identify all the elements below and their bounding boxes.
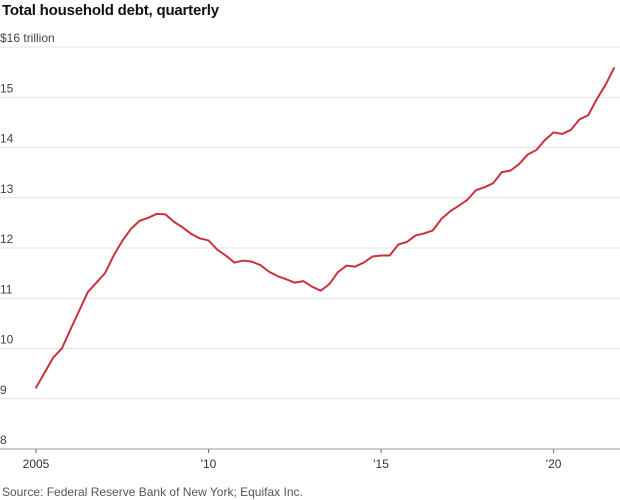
y-tick-label-14: 14 [0, 132, 14, 146]
y-tick-label-15: 15 [0, 81, 14, 95]
x-tick-label-2015: '15 [373, 457, 389, 471]
chart-title: Total household debt, quarterly [2, 2, 219, 19]
gridlines [0, 46, 620, 400]
x-tick-label-2020: '20 [546, 457, 562, 471]
household-debt-line-chart: 8 9 10 11 12 13 14 15 $16 trillion 2005 '10 '15 '20 [0, 31, 620, 471]
y-axis-labels: 8 9 10 11 12 13 14 15 $16 trillion [0, 31, 55, 447]
y-tick-label-8: 8 [0, 433, 7, 447]
y-tick-label-12: 12 [0, 232, 14, 246]
x-tick-label-2010: '10 [201, 457, 217, 471]
series-line-total-household-debt [35, 67, 615, 389]
y-tick-label-11: 11 [0, 282, 13, 296]
x-axis-ticks: 2005 '10 '15 '20 [23, 449, 562, 471]
x-tick-label-2005: 2005 [23, 457, 50, 471]
y-tick-label-10: 10 [0, 333, 14, 347]
y-tick-label-9: 9 [0, 383, 7, 397]
y-tick-label-13: 13 [0, 182, 14, 196]
source-note: Source: Federal Reserve Bank of New York… [2, 485, 303, 499]
y-tick-label-16: $16 trillion [0, 31, 55, 45]
